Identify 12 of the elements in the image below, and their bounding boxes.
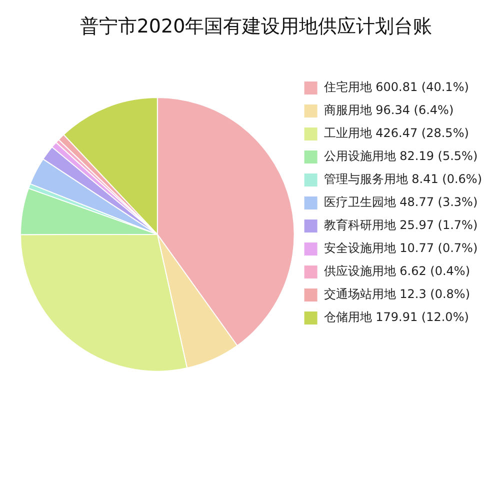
legend-label: 仓储用地 179.91 (12.0%): [324, 310, 469, 324]
legend-label: 公用设施用地 82.19 (5.5%): [324, 149, 478, 164]
legend-label: 交通场站用地 12.3 (0.8%): [324, 287, 470, 302]
legend-label: 住宅用地 600.81 (40.1%): [322, 80, 469, 94]
legend-label: 供应设施用地 6.62 (0.4%): [324, 264, 470, 278]
legend-label: 工业用地 426.47 (28.5%): [324, 126, 469, 140]
legend-label: 商服用地 96.34 (6.4%): [324, 103, 454, 118]
legend-label: 安全设施用地 10.77 (0.7%): [324, 241, 478, 256]
legend-label: 医疗卫生园地 48.77 (3.3%): [324, 195, 478, 210]
legend-label: 管理与服务用地 8.41 (0.6%): [324, 172, 482, 186]
legend-label: 教育科研用地 25.97 (1.7%): [324, 218, 478, 232]
chart-title: 普宁市2020年国有建设用地供应计划台账: [80, 15, 432, 38]
